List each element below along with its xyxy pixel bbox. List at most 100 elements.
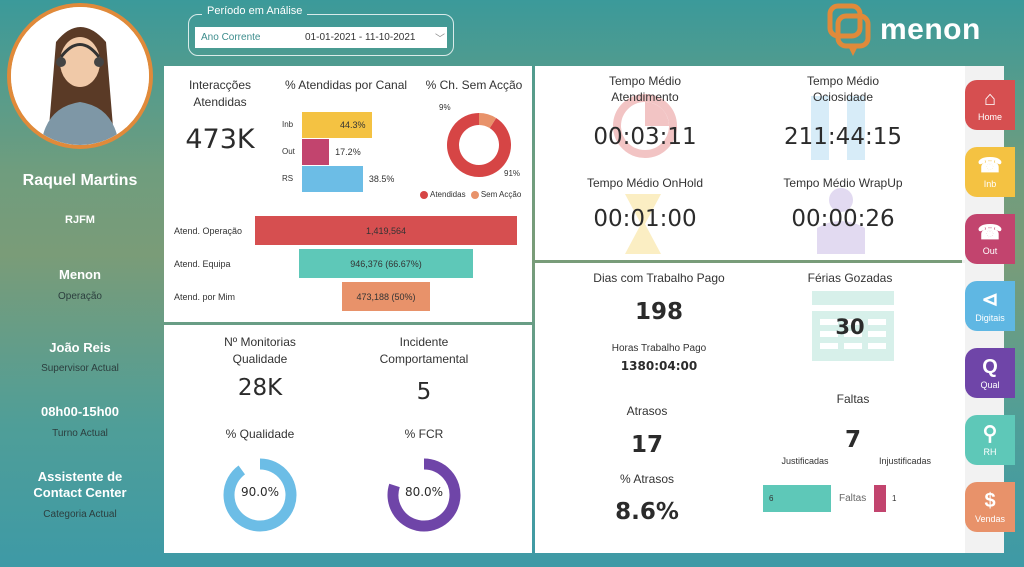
- home-icon: ⌂: [983, 88, 997, 110]
- channel-value-out: 17.2%: [335, 147, 361, 157]
- quality-donut-fill: [223, 458, 297, 532]
- no-action-legend: Atendidas Sem Acção: [420, 190, 521, 199]
- wrap-title: Tempo Médio WrapUp: [783, 176, 903, 190]
- channel-bar-inb: [302, 112, 372, 138]
- idle-value: 211:44:15: [784, 124, 902, 150]
- supervisor-label: Supervisor Actual: [41, 363, 119, 374]
- paid-days-value: 198: [634, 299, 683, 325]
- developer-icon: [817, 188, 865, 254]
- monitor-title-1: Nº Monitorias: [224, 335, 296, 349]
- phone-incoming-icon: ☎: [977, 155, 1003, 177]
- incident-title-2: Comportamental: [379, 352, 469, 366]
- nav-tab-qual[interactable]: Q Qual: [965, 348, 1015, 398]
- nav-tab-label: Out: [982, 246, 998, 256]
- aht-value: 00:03:11: [593, 124, 697, 150]
- interactions-title-1: Interacções: [188, 78, 252, 92]
- interactions-panel: Interacções Atendidas 473K % Atendidas p…: [164, 66, 532, 322]
- incident-title-1: Incidente: [399, 335, 449, 349]
- hold-title: Tempo Médio OnHold: [586, 176, 704, 190]
- dollar-icon: $: [984, 490, 996, 512]
- vacation-title: Férias Gozadas: [807, 271, 893, 285]
- donut-slice-no-action: [478, 113, 497, 129]
- chevron-down-icon[interactable]: ﹀: [435, 34, 445, 45]
- answered-pct-label: 91%: [504, 169, 521, 178]
- justified-label: Justificadas: [781, 456, 829, 466]
- nav-tab-vendas[interactable]: $ Vendas: [965, 482, 1015, 532]
- period-range: 01-01-2021 - 11-10-2021: [305, 32, 416, 43]
- aht-title-2: Atendimento: [611, 90, 679, 104]
- stopwatch-icon: [613, 94, 677, 158]
- quality-panel: Nº Monitorias Qualidade 28K Incidente Co…: [164, 325, 532, 553]
- no-action-pct-label: 9%: [439, 103, 451, 112]
- channel-value-rs: 38.5%: [368, 174, 395, 184]
- funnel-label: Atend. Operação: [174, 226, 243, 236]
- times-panel: Tempo Médio Atendimento 00:03:11 Tempo M…: [535, 66, 965, 260]
- agent-code: RJFM: [65, 214, 95, 226]
- aht-title-1: Tempo Médio: [608, 74, 682, 88]
- fcr-value: 80.0%: [404, 485, 444, 499]
- funnel-label: Atend. por Mim: [174, 292, 236, 302]
- period-mode: Ano Corrente: [201, 32, 261, 43]
- nav-tab-rh[interactable]: ⚲ RH: [965, 415, 1015, 465]
- menon-logo: menon: [826, 2, 981, 58]
- hold-value: 00:01:00: [593, 206, 697, 232]
- legend-answered: Atendidas: [430, 190, 466, 199]
- agent-photo: [11, 7, 149, 145]
- nav-tab-label: RH: [983, 447, 997, 457]
- no-action-title: % Ch. Sem Acção: [425, 78, 523, 92]
- agent-name: Raquel Martins: [22, 172, 138, 189]
- no-action-donut: [447, 113, 511, 177]
- funnel-label: Atend. Equipa: [174, 259, 231, 269]
- absences-axis-label: Faltas: [839, 493, 867, 504]
- absences-value: 7: [844, 427, 861, 453]
- interactions-title-2: Atendidas: [193, 95, 247, 109]
- period-filter-frame: [188, 14, 454, 56]
- nav-tab-digitais[interactable]: ⊲ Digitais: [965, 281, 1015, 331]
- channel-label-rs: RS: [282, 174, 294, 183]
- hourglass-icon: [625, 194, 661, 254]
- monitor-value: 28K: [237, 375, 283, 401]
- share-icon: ⊲: [981, 289, 999, 311]
- funnel-bar: 946,376 (66.67%): [298, 249, 474, 278]
- funnel-bar: 1,419,564: [255, 216, 517, 245]
- fcr-donut: [387, 458, 461, 532]
- delays-pct-title: % Atrasos: [619, 472, 675, 486]
- channel-bar-out: [302, 139, 330, 165]
- agent-avatar: [7, 3, 153, 149]
- person-search-icon: ⚲: [982, 423, 998, 445]
- channel-label-inb: Inb: [282, 120, 294, 129]
- quality-q-icon: Q: [982, 356, 998, 378]
- nav-tab-label: Inb: [983, 179, 997, 189]
- quality-pct-value: 90.0%: [240, 485, 280, 499]
- channel-bar-rs: [302, 166, 363, 192]
- category-label: Categoria Actual: [43, 509, 117, 520]
- company-name: Menon: [59, 267, 101, 282]
- nav-tab-label: Home: [977, 112, 1002, 122]
- category-line1: Assistente de: [37, 469, 123, 484]
- nav-tab-inb[interactable]: ☎ Inb: [965, 147, 1015, 197]
- quality-pct-title: % Qualidade: [225, 427, 295, 441]
- channel-label-out: Out: [282, 147, 295, 156]
- period-dropdown[interactable]: Ano Corrente 01-01-2021 - 11-10-2021 ﹀: [195, 27, 447, 48]
- supervisor-name: João Reis: [49, 340, 111, 355]
- justified-bar: 6: [763, 485, 831, 512]
- nav-tab-out[interactable]: ☎ Out: [965, 214, 1015, 264]
- fcr-title: % FCR: [404, 427, 444, 441]
- nav-tab-label: Vendas: [974, 514, 1006, 524]
- delays-title: Atrasos: [626, 404, 668, 418]
- nav-tab-label: Qual: [980, 380, 1000, 390]
- fcr-donut-fill: [387, 458, 461, 532]
- incident-value: 5: [416, 379, 432, 405]
- logo-text: menon: [880, 13, 981, 46]
- shift-hours: 08h00-15h00: [40, 404, 120, 419]
- quality-donut: [223, 458, 297, 532]
- period-filter-label: Período em Análise: [202, 5, 308, 17]
- nav-tab-label: Digitais: [975, 313, 1005, 323]
- paid-hours-value: 1380:04:00: [620, 359, 698, 373]
- nav-tab-home[interactable]: ⌂ Home: [965, 80, 1015, 130]
- wrap-value: 00:00:26: [791, 206, 895, 232]
- unjustified-bar: [874, 485, 886, 512]
- paid-days-title: Dias com Trabalho Pago: [593, 271, 725, 285]
- phone-outgoing-icon: ☎: [977, 222, 1003, 244]
- idle-title-2: Ociosidade: [812, 90, 874, 104]
